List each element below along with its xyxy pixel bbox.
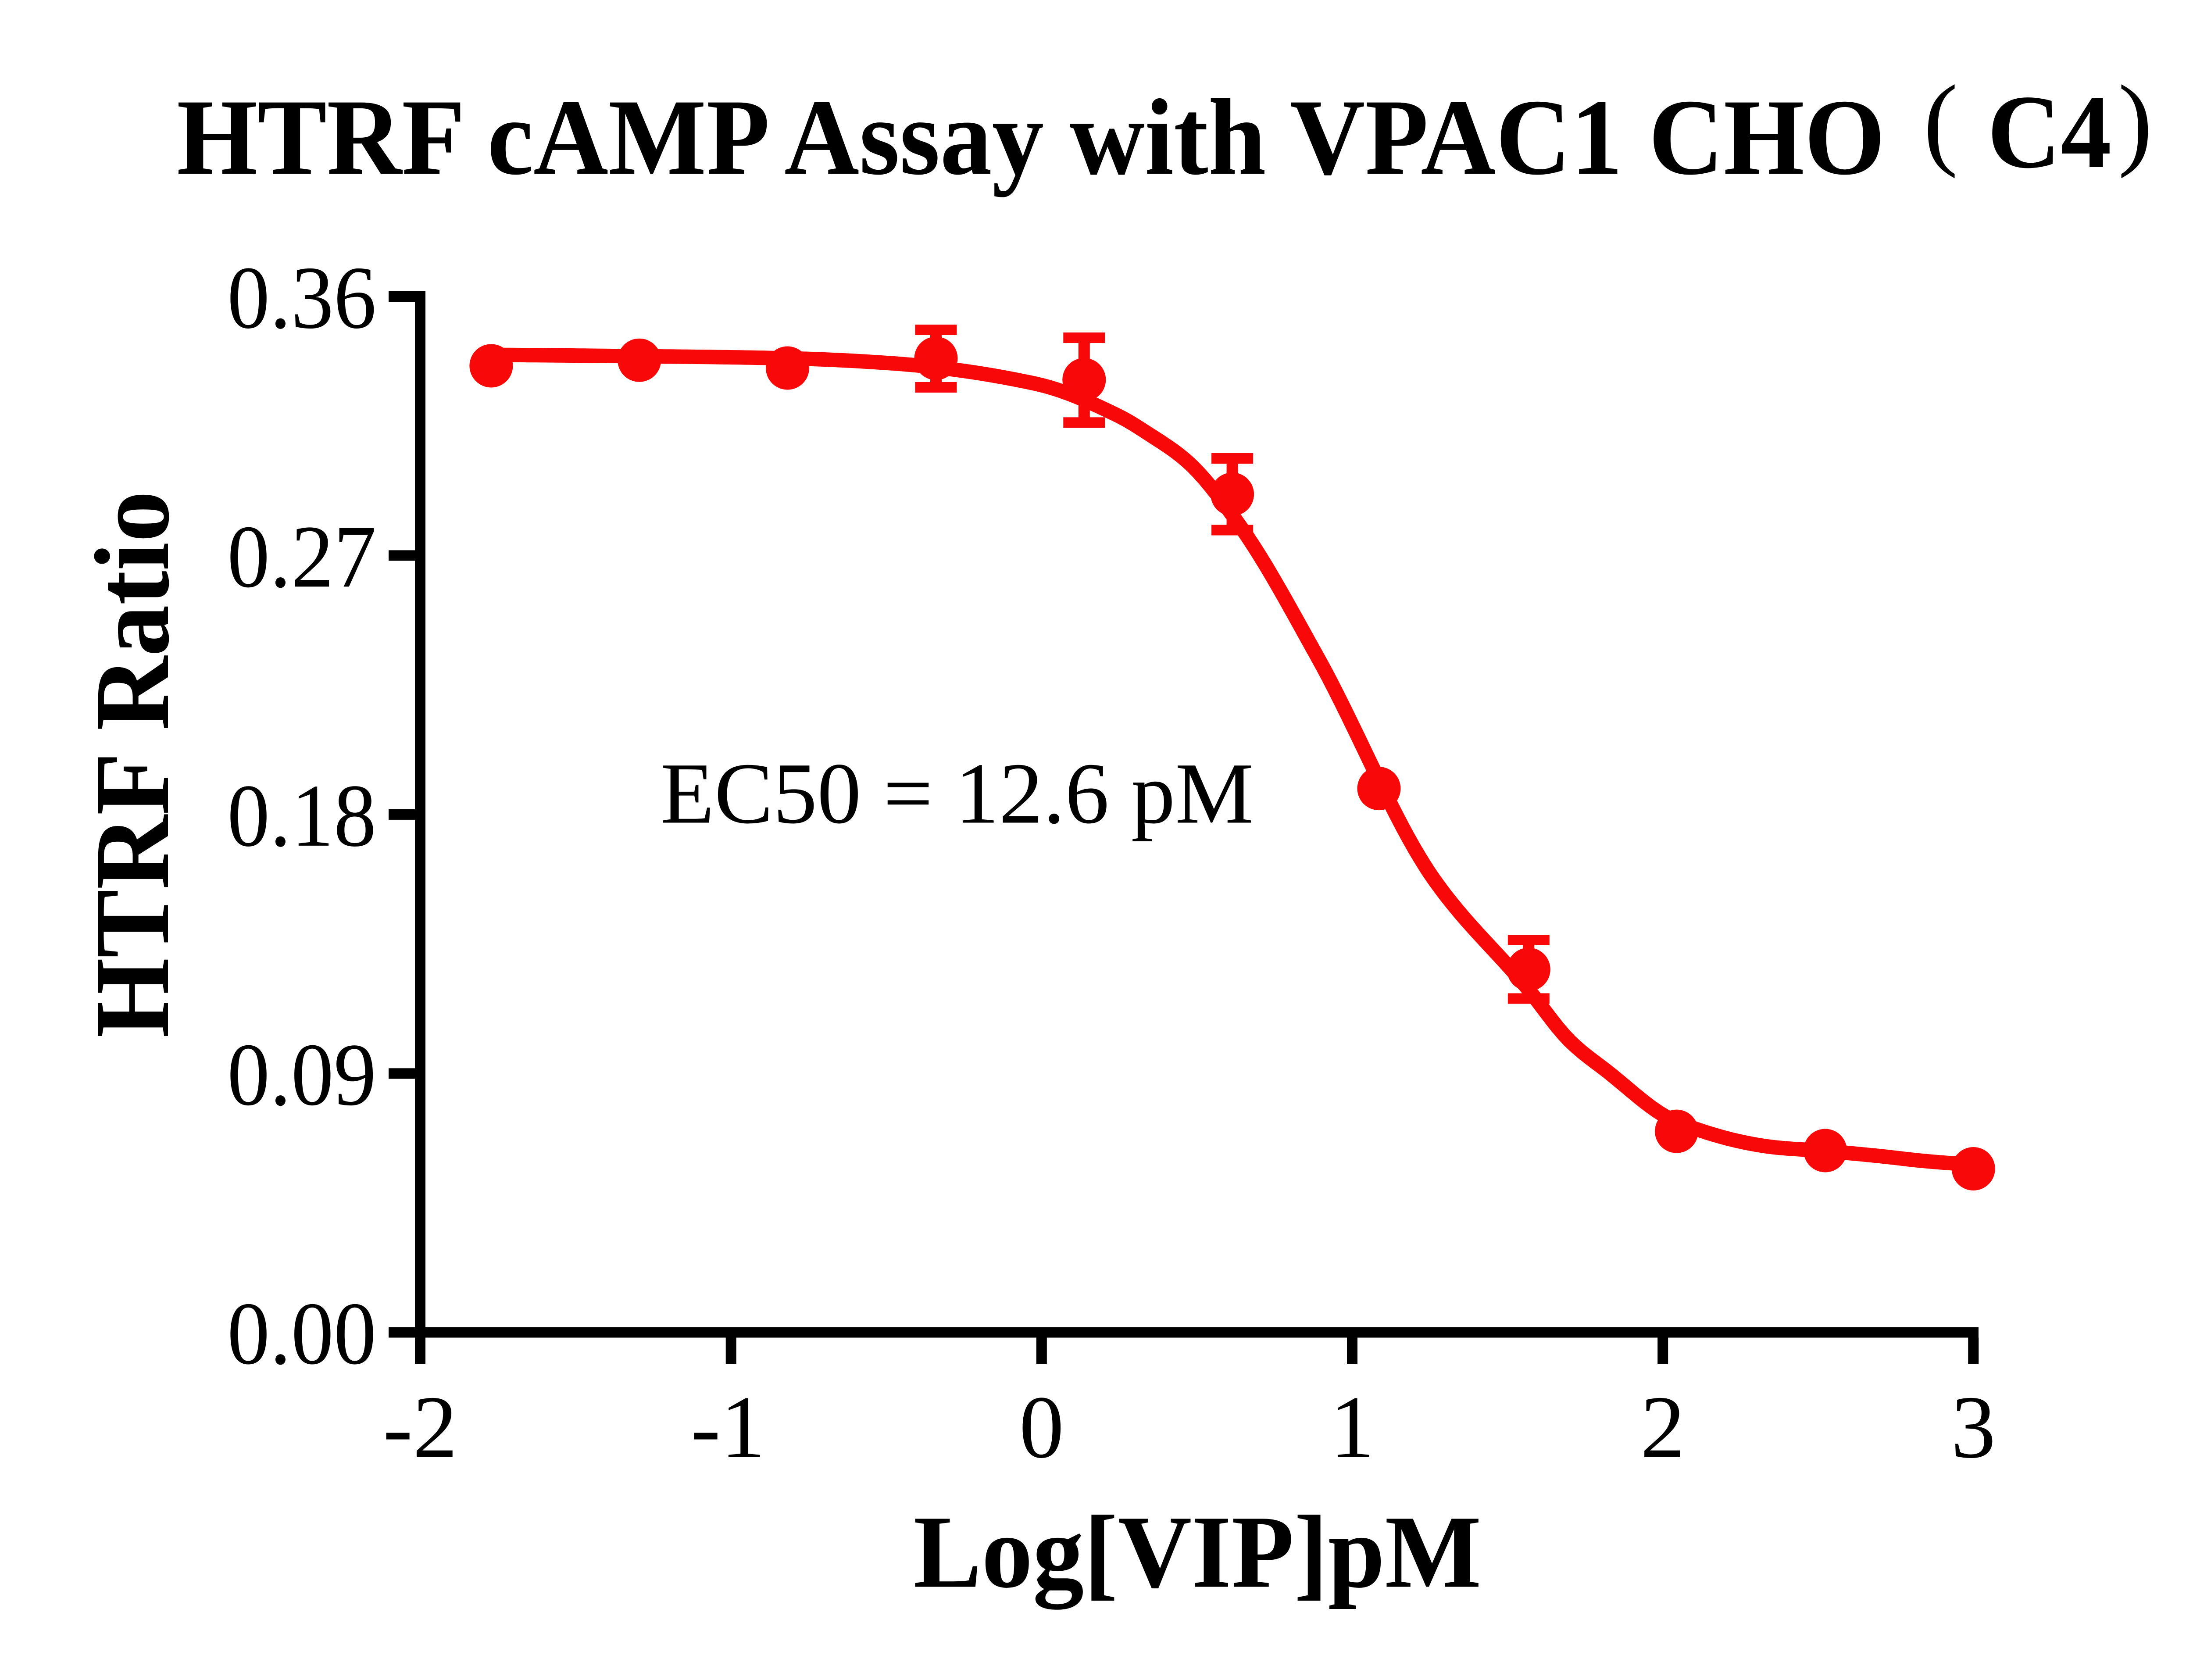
svg-text:HTRF cAMP Assay with VPAC1 CHO: HTRF cAMP Assay with VPAC1 CHO <box>177 77 1885 197</box>
svg-text:Log[VIP]pM: Log[VIP]pM <box>914 1495 1482 1610</box>
svg-text:-1: -1 <box>691 1378 765 1477</box>
svg-text:EC50 = 12.6 pM: EC50 = 12.6 pM <box>661 746 1254 842</box>
svg-text:0: 0 <box>1019 1378 1064 1477</box>
svg-text:): ) <box>2118 64 2153 179</box>
svg-text:-2: -2 <box>383 1378 457 1477</box>
svg-text:3: 3 <box>1951 1378 1996 1477</box>
svg-text:HTRF Ratio: HTRF Ratio <box>73 491 191 1038</box>
svg-text:2: 2 <box>1640 1378 1685 1477</box>
svg-text:0.00: 0.00 <box>227 1284 376 1383</box>
svg-text:0.36: 0.36 <box>227 248 376 347</box>
svg-text:C4: C4 <box>1987 73 2111 190</box>
svg-text:0.18: 0.18 <box>227 766 376 865</box>
svg-text:0.27: 0.27 <box>227 507 376 606</box>
svg-text:1: 1 <box>1330 1378 1375 1477</box>
svg-text:(: ( <box>1924 64 1958 179</box>
svg-text:0.09: 0.09 <box>227 1025 376 1124</box>
